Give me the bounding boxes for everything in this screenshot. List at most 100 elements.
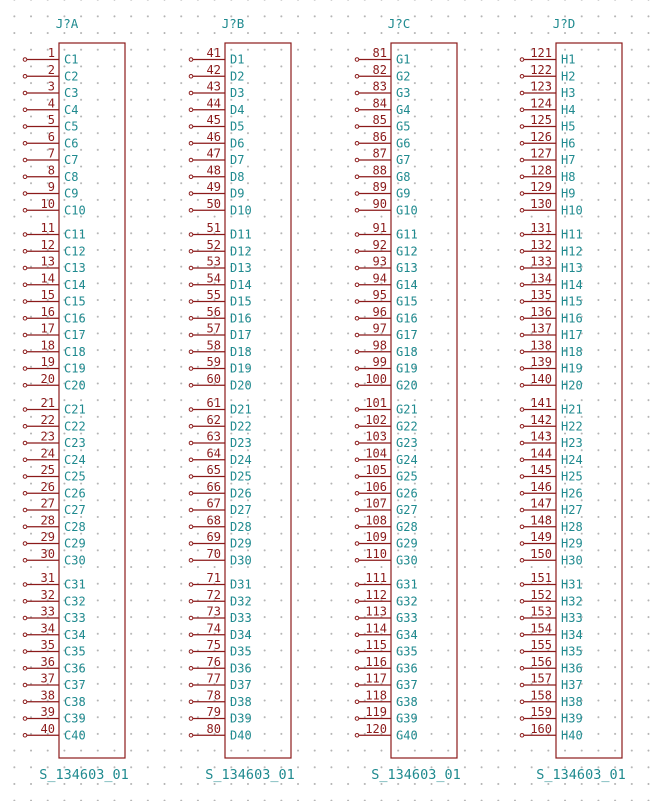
pin[interactable]: 23 C23 bbox=[22, 430, 86, 451]
pin[interactable]: 116 G36 bbox=[354, 655, 418, 676]
pin[interactable]: 93 G13 bbox=[354, 255, 418, 276]
pin[interactable]: 147 H27 bbox=[519, 497, 583, 518]
pin[interactable]: 77 D37 bbox=[188, 672, 252, 693]
pin[interactable]: 5 C5 bbox=[22, 113, 78, 134]
pin[interactable]: 139 H19 bbox=[519, 355, 583, 376]
pin[interactable]: 49 D9 bbox=[188, 180, 244, 201]
pin[interactable]: 21 C21 bbox=[22, 396, 86, 417]
pin[interactable]: 104 G24 bbox=[354, 446, 418, 467]
pin[interactable]: 16 C16 bbox=[22, 305, 86, 326]
pin[interactable]: 83 G3 bbox=[354, 80, 410, 101]
pin[interactable]: 68 D28 bbox=[188, 513, 252, 534]
pin[interactable]: 144 H24 bbox=[519, 446, 583, 467]
pin[interactable]: 135 H15 bbox=[519, 288, 583, 309]
pin[interactable]: 134 H14 bbox=[519, 271, 583, 292]
pin[interactable]: 58 D18 bbox=[188, 338, 252, 359]
pin[interactable]: 60 D20 bbox=[188, 372, 252, 393]
pin[interactable]: 108 G28 bbox=[354, 513, 418, 534]
pin[interactable]: 8 C8 bbox=[22, 163, 78, 184]
connector-symbol[interactable]: J?AS_134603_011 C12 C23 C34 C45 C56 C67 C78 C89 C… bbox=[22, 16, 129, 783]
pin[interactable]: 160 H40 bbox=[519, 722, 583, 743]
pin[interactable]: 71 D31 bbox=[188, 571, 252, 592]
pin[interactable]: 55 D15 bbox=[188, 288, 252, 309]
pin[interactable]: 101 G21 bbox=[354, 396, 418, 417]
pin[interactable]: 82 G2 bbox=[354, 63, 410, 84]
pin[interactable]: 74 D34 bbox=[188, 621, 252, 642]
pin[interactable]: 42 D2 bbox=[188, 63, 244, 84]
pin[interactable]: 86 G6 bbox=[354, 130, 410, 151]
pin[interactable]: 131 H11 bbox=[519, 221, 583, 242]
pin[interactable]: 133 H13 bbox=[519, 255, 583, 276]
pin[interactable]: 29 C29 bbox=[22, 530, 86, 551]
pin[interactable]: 10 C10 bbox=[22, 197, 86, 218]
pin[interactable]: 126 H6 bbox=[519, 130, 575, 151]
pin[interactable]: 105 G25 bbox=[354, 463, 418, 484]
pin[interactable]: 122 H2 bbox=[519, 63, 575, 84]
pin[interactable]: 17 C17 bbox=[22, 322, 86, 343]
pin[interactable]: 107 G27 bbox=[354, 497, 418, 518]
pin[interactable]: 143 H23 bbox=[519, 430, 583, 451]
pin[interactable]: 88 G8 bbox=[354, 163, 410, 184]
pin[interactable]: 27 C27 bbox=[22, 497, 86, 518]
pin[interactable]: 31 C31 bbox=[22, 571, 86, 592]
pin[interactable]: 123 H3 bbox=[519, 80, 575, 101]
pin[interactable]: 18 C18 bbox=[22, 338, 86, 359]
pin[interactable]: 35 C35 bbox=[22, 638, 86, 659]
pin[interactable]: 56 D16 bbox=[188, 305, 252, 326]
pin[interactable]: 79 D39 bbox=[188, 705, 252, 726]
pin[interactable]: 137 H17 bbox=[519, 322, 583, 343]
pin[interactable]: 89 G9 bbox=[354, 180, 410, 201]
pin[interactable]: 94 G14 bbox=[354, 271, 418, 292]
pin[interactable]: 51 D11 bbox=[188, 221, 252, 242]
pin[interactable]: 129 H9 bbox=[519, 180, 575, 201]
pin[interactable]: 136 H16 bbox=[519, 305, 583, 326]
pin[interactable]: 159 H39 bbox=[519, 705, 583, 726]
pin[interactable]: 109 G29 bbox=[354, 530, 418, 551]
pin[interactable]: 59 D19 bbox=[188, 355, 252, 376]
pin[interactable]: 152 H32 bbox=[519, 588, 583, 609]
pin[interactable]: 41 D1 bbox=[188, 46, 244, 67]
pin[interactable]: 130 H10 bbox=[519, 197, 583, 218]
pin[interactable]: 38 C38 bbox=[22, 688, 86, 709]
pin[interactable]: 145 H25 bbox=[519, 463, 583, 484]
pin[interactable]: 33 C33 bbox=[22, 605, 86, 626]
pin[interactable]: 78 D38 bbox=[188, 688, 252, 709]
pin[interactable]: 43 D3 bbox=[188, 80, 244, 101]
pin[interactable]: 22 C22 bbox=[22, 413, 86, 434]
pin[interactable]: 85 G5 bbox=[354, 113, 410, 134]
pin[interactable]: 157 H37 bbox=[519, 672, 583, 693]
pin[interactable]: 124 H4 bbox=[519, 96, 575, 117]
pin[interactable]: 64 D24 bbox=[188, 446, 252, 467]
pin[interactable]: 97 G17 bbox=[354, 322, 418, 343]
pin[interactable]: 103 G23 bbox=[354, 430, 418, 451]
pin[interactable]: 6 C6 bbox=[22, 130, 78, 151]
pin[interactable]: 106 G26 bbox=[354, 480, 418, 501]
pin[interactable]: 127 H7 bbox=[519, 147, 575, 168]
pin[interactable]: 14 C14 bbox=[22, 271, 86, 292]
pin[interactable]: 12 C12 bbox=[22, 238, 86, 259]
pin[interactable]: 80 D40 bbox=[188, 722, 252, 743]
pin[interactable]: 156 H36 bbox=[519, 655, 583, 676]
pin[interactable]: 148 H28 bbox=[519, 513, 583, 534]
pin[interactable]: 96 G16 bbox=[354, 305, 418, 326]
pin[interactable]: 40 C40 bbox=[22, 722, 86, 743]
pin[interactable]: 45 D5 bbox=[188, 113, 244, 134]
pin[interactable]: 128 H8 bbox=[519, 163, 575, 184]
pin[interactable]: 87 G7 bbox=[354, 147, 410, 168]
pin[interactable]: 67 D27 bbox=[188, 497, 252, 518]
pin[interactable]: 138 H18 bbox=[519, 338, 583, 359]
pin[interactable]: 26 C26 bbox=[22, 480, 86, 501]
pin[interactable]: 13 C13 bbox=[22, 255, 86, 276]
pin[interactable]: 57 D17 bbox=[188, 322, 252, 343]
pin[interactable]: 91 G11 bbox=[354, 221, 418, 242]
pin[interactable]: 19 C19 bbox=[22, 355, 86, 376]
pin[interactable]: 153 H33 bbox=[519, 605, 583, 626]
pin[interactable]: 34 C34 bbox=[22, 621, 86, 642]
pin[interactable]: 120 G40 bbox=[354, 722, 418, 743]
pin[interactable]: 28 C28 bbox=[22, 513, 86, 534]
pin[interactable]: 53 D13 bbox=[188, 255, 252, 276]
pin[interactable]: 65 D25 bbox=[188, 463, 252, 484]
pin[interactable]: 73 D33 bbox=[188, 605, 252, 626]
